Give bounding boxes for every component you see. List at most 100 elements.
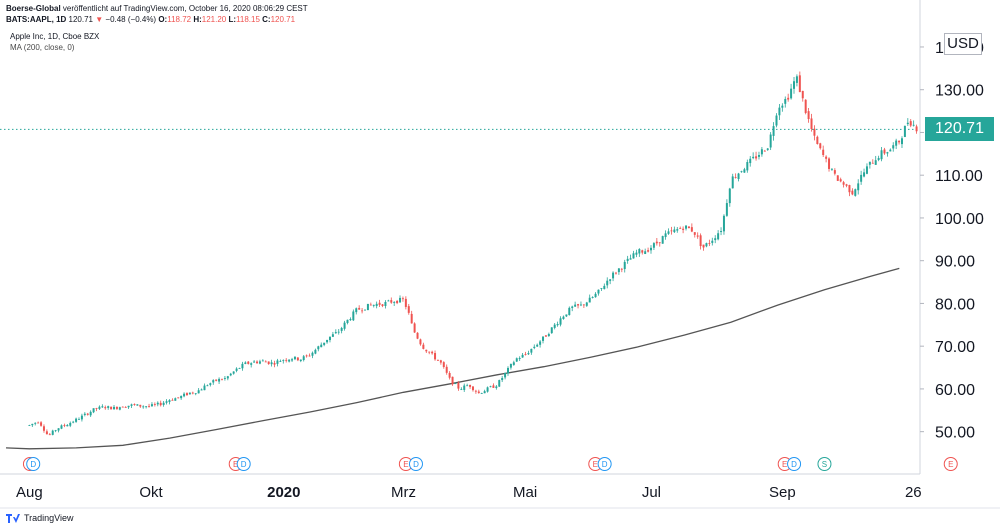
candle-body [845, 184, 848, 186]
candle-body [536, 344, 539, 347]
candle-body [206, 385, 209, 387]
candle-body [705, 243, 708, 247]
dividend-event-marker[interactable]: D [26, 457, 41, 471]
footer-brand[interactable]: TradingView [24, 513, 74, 523]
candle-body [685, 225, 688, 229]
candle-body [218, 378, 221, 382]
candle-body [903, 125, 906, 137]
tradingview-logo-icon [6, 513, 20, 523]
candle-body [80, 415, 83, 420]
candle-body [474, 390, 477, 392]
split-event-marker[interactable]: S [817, 457, 832, 471]
candle-body [361, 310, 364, 312]
svg-text:E: E [233, 460, 238, 469]
candle-body [261, 360, 264, 362]
earnings-event-marker[interactable]: E [943, 457, 958, 471]
candle-body [293, 356, 296, 360]
dividend-event-marker[interactable]: D [787, 457, 802, 471]
candle-body [355, 308, 358, 313]
currency-button[interactable]: USD [944, 33, 982, 55]
candle-body [291, 359, 294, 361]
candle-body [89, 411, 92, 416]
moving-average-line [5, 267, 900, 450]
candle-body [722, 215, 725, 232]
candle-body [194, 393, 197, 395]
candle-body [810, 118, 813, 129]
candle-body [419, 339, 422, 345]
candle-body [813, 128, 816, 136]
candle-body [232, 371, 235, 374]
candle-body [530, 348, 533, 353]
candle-body [577, 304, 580, 306]
candle-body [871, 162, 874, 164]
candle-body [156, 402, 159, 405]
candle-body [191, 392, 194, 394]
candle-body [725, 203, 728, 216]
publisher-name[interactable]: Boerse-Global [6, 4, 61, 13]
candle-body [92, 408, 95, 413]
candle-body [603, 285, 606, 290]
time-tick-label: Okt [139, 484, 163, 501]
candle-body [483, 391, 486, 394]
candle-body [40, 422, 43, 426]
candle-body [839, 179, 842, 182]
candle-body [150, 404, 153, 407]
candle-body [51, 430, 54, 435]
candle-body [696, 235, 699, 237]
candle-body [349, 319, 352, 321]
price-tick-label: 50.00 [935, 425, 975, 442]
candle-body [670, 230, 673, 232]
candle-body [737, 173, 740, 179]
candle-body [682, 228, 685, 230]
candle-body [37, 422, 40, 424]
indicator-legend[interactable]: MA (200, close, 0) [10, 43, 75, 52]
candle-body [865, 166, 868, 174]
candle-body [200, 389, 203, 391]
candle-body [136, 404, 139, 406]
high-value: 121.20 [201, 15, 227, 24]
candle-body [174, 398, 177, 401]
published-text: veröffentlicht auf TradingView.com, Octo… [60, 4, 308, 13]
dividend-event-marker[interactable]: D [236, 457, 251, 471]
candle-body [492, 385, 495, 388]
candle-body [244, 362, 247, 364]
candle-body [343, 322, 346, 329]
candle-body [614, 272, 617, 274]
instrument-legend[interactable]: Apple Inc, 1D, Cboe BZX [10, 32, 100, 41]
candle-body [118, 407, 121, 410]
change-value: −0.48 (−0.4%) [105, 15, 157, 24]
candle-body [442, 362, 445, 367]
candle-body [807, 111, 810, 120]
candle-body [854, 189, 857, 196]
candle-body [317, 346, 320, 350]
candle-body [171, 399, 174, 401]
candle-body [477, 391, 480, 393]
candle-body [781, 105, 784, 108]
candle-body [60, 425, 63, 429]
candle-body [895, 140, 898, 146]
dividend-event-marker[interactable]: D [408, 457, 423, 471]
candle-body [434, 353, 437, 360]
candle-body [912, 124, 915, 126]
candle-body [755, 156, 758, 159]
candle-body [436, 359, 439, 361]
earnings-event-marker[interactable]: E [398, 457, 413, 471]
candle-body [331, 334, 334, 337]
candle-body [521, 354, 524, 358]
dividend-event-marker[interactable]: D [597, 457, 612, 471]
candle-body [512, 362, 515, 365]
candle-body [816, 136, 819, 145]
candle-body [285, 359, 288, 361]
candle-body [793, 81, 796, 89]
candle-body [401, 298, 404, 300]
candle-body [629, 258, 632, 260]
candle-body [495, 386, 498, 389]
time-tick-label: Mrz [391, 484, 416, 501]
candle-body [655, 241, 658, 244]
candle-body [533, 346, 536, 348]
candle-body [110, 406, 113, 410]
candle-body [308, 355, 311, 357]
candle-body [743, 169, 746, 173]
candle-body [95, 408, 98, 409]
